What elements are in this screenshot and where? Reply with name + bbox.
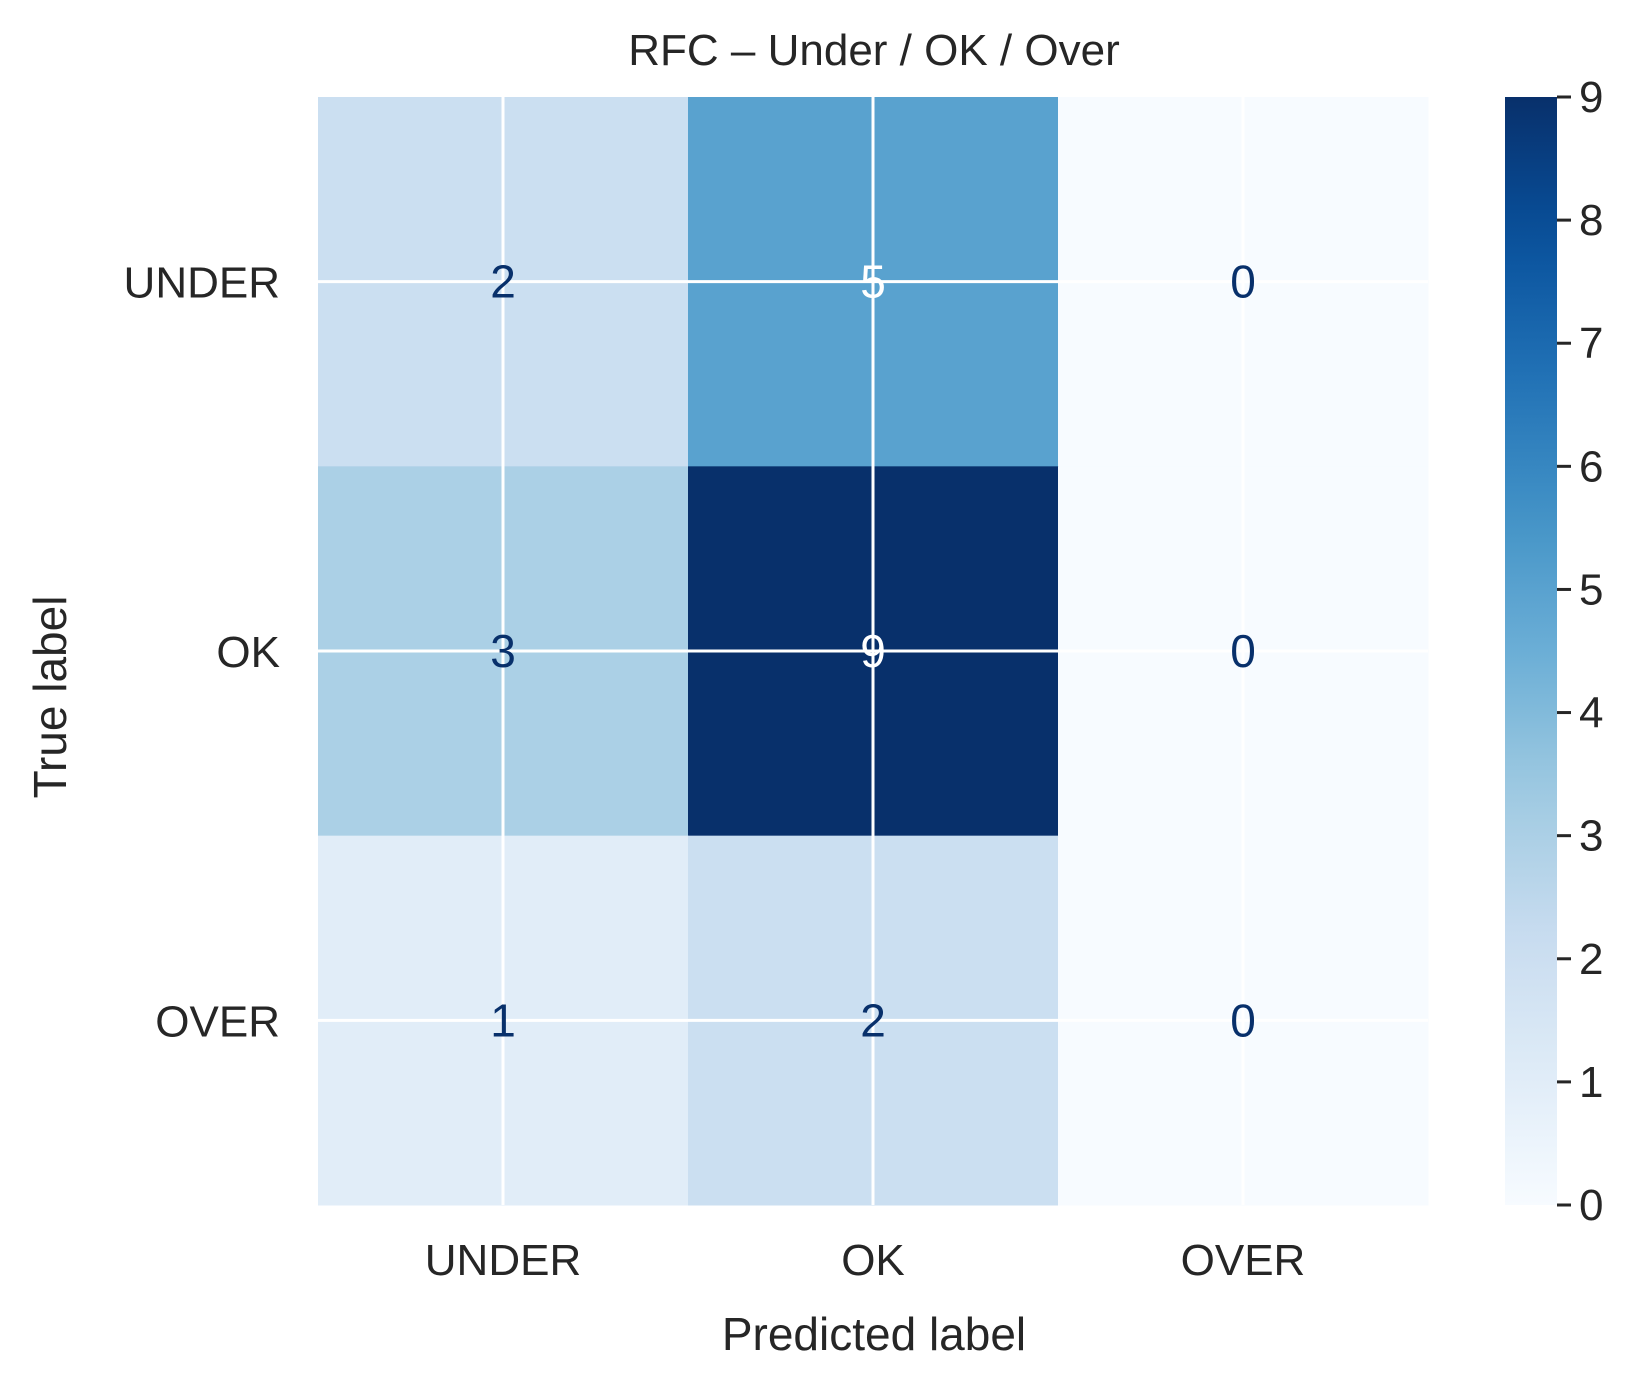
colorbar-tick-label: 5	[1579, 565, 1603, 614]
colorbar: 0 1 2 3 4 5 6 7 8 9	[1505, 73, 1603, 1230]
y-tick-label: UNDER	[124, 259, 280, 308]
y-tick-labels: UNDER OK OVER	[124, 259, 280, 1047]
cell-value-label: 2	[860, 994, 886, 1046]
y-axis-label: True label	[24, 596, 76, 799]
chart-title: RFC – Under / OK / Over	[628, 26, 1119, 75]
cell-value-label: 3	[490, 625, 516, 677]
cell-value-label: 0	[1230, 625, 1256, 677]
cell-value-label: 2	[490, 256, 516, 308]
cell-value-label: 5	[860, 256, 886, 308]
x-axis-label: Predicted label	[722, 1308, 1026, 1360]
colorbar-tick-label: 4	[1579, 689, 1603, 738]
colorbar-tick-label: 8	[1579, 196, 1603, 245]
y-tick-label: OK	[216, 628, 280, 677]
cell-value-label: 9	[860, 625, 886, 677]
x-tick-label: UNDER	[425, 1236, 581, 1285]
y-tick-label: OVER	[155, 997, 280, 1046]
cell-value-label: 0	[1230, 256, 1256, 308]
colorbar-tick-label: 2	[1579, 935, 1603, 984]
colorbar-tick-label: 0	[1579, 1181, 1603, 1230]
colorbar-tick-label: 1	[1579, 1058, 1603, 1107]
x-tick-label: OVER	[1181, 1236, 1306, 1285]
x-tick-label: OK	[841, 1236, 905, 1285]
gridlines	[318, 97, 1428, 1205]
x-tick-labels: UNDER OK OVER	[425, 1236, 1306, 1285]
cell-value-label: 1	[490, 994, 516, 1046]
colorbar-gradient	[1505, 97, 1557, 1205]
colorbar-tick-label: 7	[1579, 319, 1603, 368]
colorbar-tick-label: 9	[1579, 73, 1603, 122]
colorbar-tick-label: 6	[1579, 442, 1603, 491]
colorbar-tick-label: 3	[1579, 812, 1603, 861]
cell-value-label: 0	[1230, 994, 1256, 1046]
cell-value-labels: 2 5 0 3 9 0 1 2 0	[490, 256, 1256, 1047]
